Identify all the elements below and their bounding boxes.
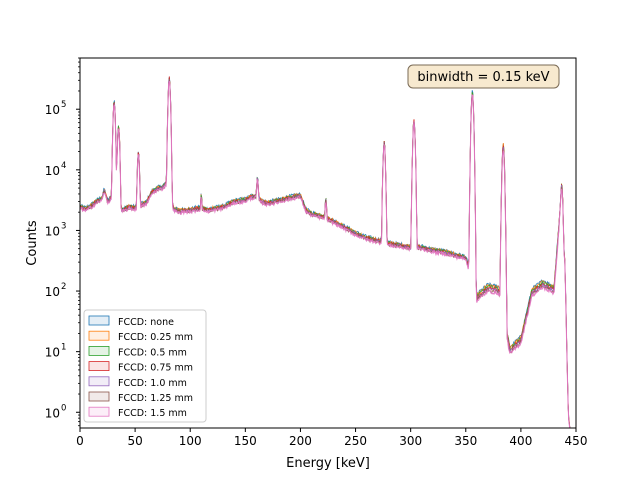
legend-label: FCCD: 0.5 mm [118,347,187,358]
legend-label: FCCD: 0.75 mm [118,363,193,374]
y-tick-label: 10 [45,285,60,299]
x-tick-label: 400 [509,434,532,448]
x-tick-label: 100 [179,434,202,448]
y-tick-exponent: 3 [61,221,66,231]
plot-frame [79,57,577,429]
x-axis: 0 50 100 150 200 250 300 350 400 450 [76,428,587,448]
legend-swatch [88,361,110,372]
series-line [80,80,571,428]
y-tick-label: 10 [45,346,60,360]
x-tick-label: 250 [344,434,367,448]
legend-label: FCCD: none [118,317,174,328]
x-tick-label: 150 [234,434,257,448]
legend-label: FCCD: 1.0 mm [118,378,187,389]
x-axis-label: Energy [keV] [286,456,370,471]
y-axis-label: Counts [25,220,40,266]
y-tick-exponent: 0 [61,403,66,413]
y-tick-exponent: 4 [61,161,66,171]
annotation-background [407,64,560,89]
legend-swatch [88,406,110,417]
x-tick-label: 200 [289,434,312,448]
series-group [80,76,571,428]
y-tick-exponent: 5 [61,100,66,110]
legend-frame [83,309,207,423]
x-tick-label: 50 [127,434,142,448]
y-tick-label: 10 [45,224,60,238]
legend-swatch [88,330,110,341]
legend-swatch [88,345,110,356]
y-tick-label: 10 [45,406,60,420]
y-tick-exponent: 2 [61,282,66,292]
annotation-box: binwidth = 0.15 keV [407,64,560,89]
y-tick-exponent: 1 [61,343,66,353]
x-tick-label: 0 [76,434,84,448]
y-tick-label: 10 [45,164,60,178]
legend-label: FCCD: 0.25 mm [118,332,193,343]
x-tick-label: 300 [399,434,422,448]
x-tick-label: 350 [454,434,477,448]
legend-swatch [88,376,110,387]
legend: FCCD: none FCCD: 0.25 mm FCCD: 0.5 mm FCCD:… [83,309,207,423]
legend-swatch [88,315,110,326]
x-tick-label: 450 [565,434,588,448]
annotation-text: binwidth = 0.15 keV [417,70,549,85]
legend-swatch [88,391,110,402]
legend-label: FCCD: 1.25 mm [118,393,193,404]
legend-label: FCCD: 1.5 mm [118,408,187,419]
y-tick-label: 10 [45,103,60,117]
